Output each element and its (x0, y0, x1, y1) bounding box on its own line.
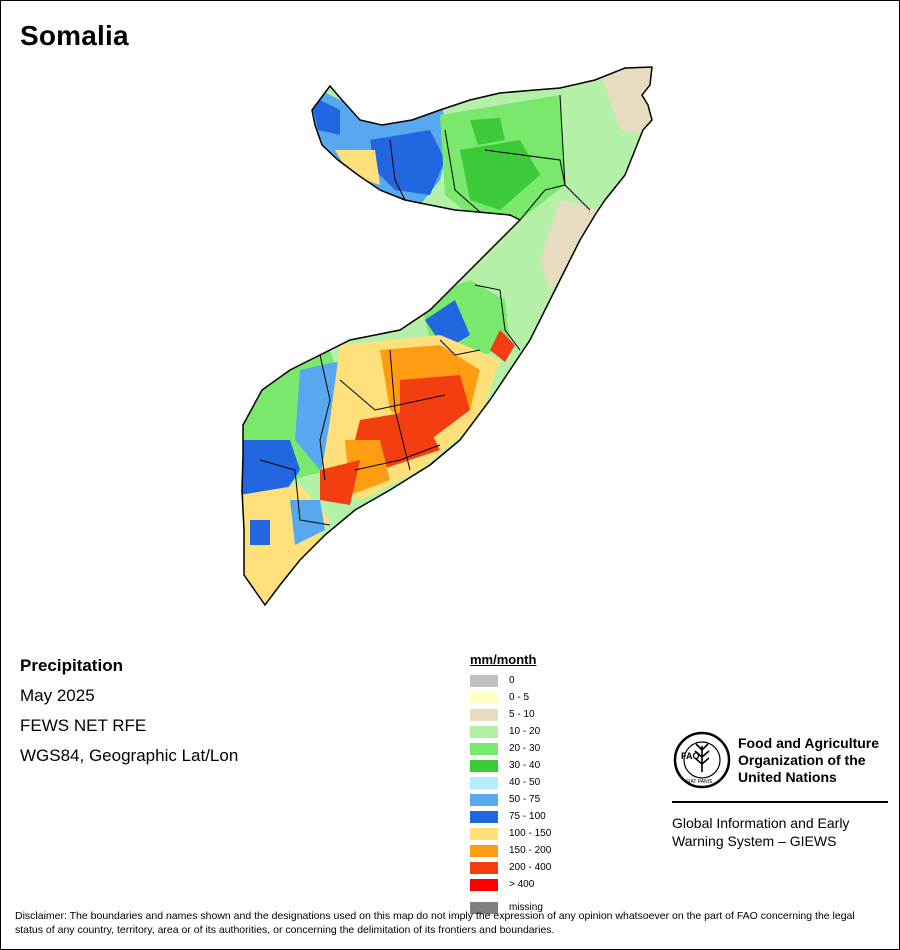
legend-label: 0 (509, 675, 515, 686)
legend-swatch (470, 725, 498, 738)
legend-swatch (470, 708, 498, 721)
legend-label: > 400 (509, 879, 535, 890)
legend-row: 5 - 10 (470, 706, 551, 723)
legend-label: 10 - 20 (509, 726, 541, 737)
legend-swatch (470, 776, 498, 789)
legend-label: 75 - 100 (509, 811, 546, 822)
giews-label: Global Information and Early Warning Sys… (672, 815, 850, 849)
legend-unit: mm/month (470, 652, 537, 667)
variable-label: Precipitation (20, 656, 123, 675)
legend-swatch (470, 810, 498, 823)
legend-row: 50 - 75 (470, 791, 551, 808)
legend-row: 0 (470, 672, 551, 689)
fao-logo-icon: FAO FIAT PANIS (673, 731, 731, 789)
legend-swatch (470, 827, 498, 840)
legend-label: 150 - 200 (509, 845, 552, 856)
map-info: Precipitation May 2025 FEWS NET RFE WGS8… (20, 656, 238, 776)
legend-swatch (470, 759, 498, 772)
legend-swatch (470, 901, 498, 914)
fao-name: Food and Agriculture Organization of the… (738, 735, 880, 785)
legend-label: 30 - 40 (509, 760, 541, 771)
legend-swatch (470, 742, 498, 755)
legend-swatch (470, 844, 498, 857)
map-legend: mm/month 0 0 - 5 5 - 10 10 - 20 20 - 30 30 - … (470, 652, 551, 916)
legend-swatch (470, 674, 498, 687)
rainfall-raster (242, 67, 652, 605)
legend-label: 0 - 5 (509, 692, 530, 703)
source-label: FEWS NET RFE (20, 716, 147, 735)
legend-label: 200 - 400 (509, 862, 552, 873)
fao-divider (672, 801, 888, 803)
legend-label: 50 - 75 (509, 794, 541, 805)
legend-label: 5 - 10 (509, 709, 535, 720)
legend-row: 40 - 50 (470, 774, 551, 791)
precipitation-map (241, 66, 653, 606)
svg-text:FIAT PANIS: FIAT PANIS (686, 779, 713, 785)
admin-boundaries (259, 94, 591, 526)
svg-text:FAO: FAO (681, 751, 700, 761)
legend-row: 20 - 30 (470, 740, 551, 757)
legend-label: missing (509, 902, 543, 913)
legend-label: 40 - 50 (509, 777, 541, 788)
legend-row: 75 - 100 (470, 808, 551, 825)
legend-row: 10 - 20 (470, 723, 551, 740)
legend-row: 200 - 400 (470, 859, 551, 876)
legend-row: > 400 (470, 876, 551, 893)
legend-row: missing (470, 899, 551, 916)
map-title: Somalia (20, 20, 129, 51)
legend-row: 100 - 150 (470, 825, 551, 842)
legend-swatch (470, 878, 498, 891)
legend-swatch (470, 793, 498, 806)
legend-rows: 0 0 - 5 5 - 10 10 - 20 20 - 30 30 - 40 40 - 50… (470, 672, 551, 916)
legend-row: 0 - 5 (470, 689, 551, 706)
legend-swatch (470, 691, 498, 704)
legend-swatch (470, 861, 498, 874)
legend-label: 100 - 150 (509, 828, 552, 839)
disclaimer: Disclaimer: The boundaries and names sho… (15, 910, 855, 936)
legend-label: 20 - 30 (509, 743, 541, 754)
legend-row: 150 - 200 (470, 842, 551, 859)
period-label: May 2025 (20, 686, 95, 705)
projection-label: WGS84, Geographic Lat/Lon (20, 746, 239, 765)
legend-row: 30 - 40 (470, 757, 551, 774)
